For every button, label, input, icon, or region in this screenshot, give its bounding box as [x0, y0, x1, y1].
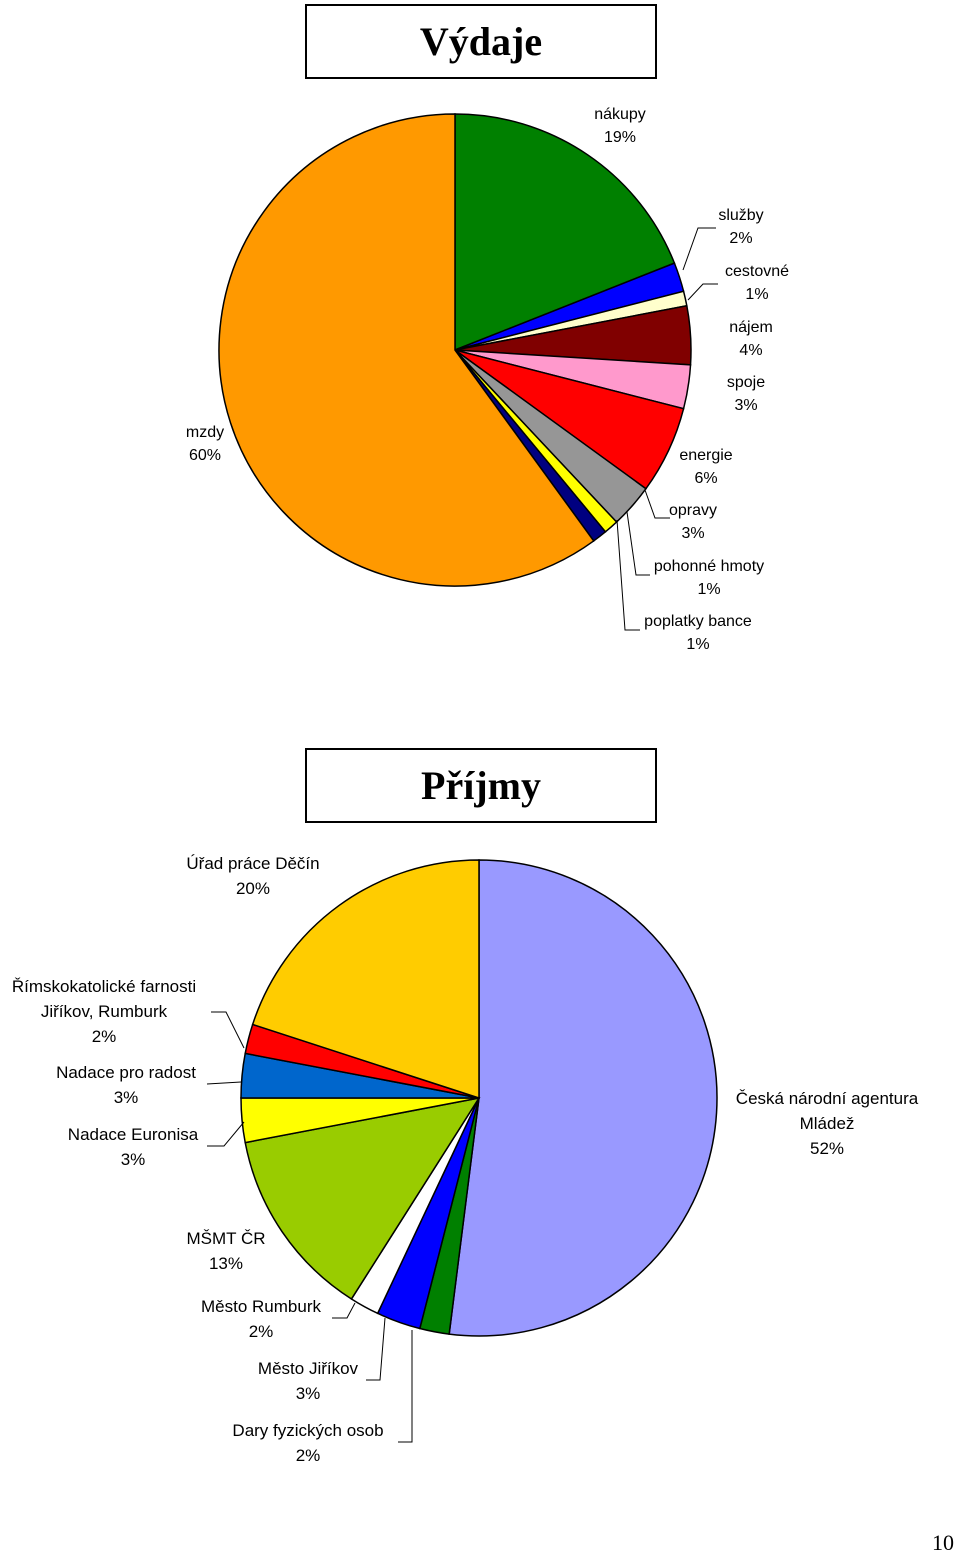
leader-line [206, 1081, 242, 1085]
category-label: Římskokatolické farnosti Jiříkov, Rumbur… [11, 977, 197, 1021]
slice-label: služby 2% [718, 204, 763, 250]
slice-label: poplatky bance 1% [644, 610, 752, 656]
slice-label: cestovné 1% [725, 260, 789, 306]
category-label: Dary fyzických osob [232, 1421, 384, 1440]
chart-title: Výdaje [305, 4, 657, 79]
value-label: 13% [208, 1254, 244, 1273]
leader-line [398, 1330, 413, 1443]
value-label: 3% [295, 1384, 321, 1403]
leader-line [616, 519, 640, 631]
value-label: 2% [295, 1446, 321, 1465]
pie-slice [218, 113, 595, 587]
category-label: spoje [726, 374, 766, 391]
page-number: 10 [932, 1530, 954, 1554]
leader-line [644, 489, 670, 519]
category-label: Nadace pro radost [56, 1063, 196, 1082]
slice-label: mzdy 60% [186, 421, 224, 467]
chart-title: Příjmy [305, 748, 657, 823]
pie-slice [251, 859, 480, 1100]
slice-label: Nadace pro radost 3% [56, 1060, 196, 1110]
slice-label: Město Jiříkov 3% [258, 1356, 358, 1406]
value-label: 1% [745, 286, 769, 303]
slice-label: pohonné hmoty 1% [654, 555, 764, 601]
value-label: 20% [235, 879, 271, 898]
category-label: mzdy [185, 424, 225, 441]
pie-slice [454, 113, 676, 352]
value-label: 52% [809, 1139, 845, 1158]
slice-label: Město Rumburk 2% [201, 1294, 321, 1344]
value-label: 2% [729, 230, 753, 247]
leader-line [211, 1011, 245, 1049]
value-label: 3% [120, 1150, 146, 1169]
slice-label: MŠMT ČR 13% [186, 1226, 265, 1276]
slice-label: nákupy 19% [594, 103, 646, 149]
category-label: MŠMT ČR [186, 1229, 266, 1248]
category-label: cestovné [724, 263, 790, 280]
value-label: 3% [113, 1088, 139, 1107]
value-label: 1% [697, 581, 721, 598]
category-label: poplatky bance [644, 613, 752, 630]
slice-label: Římskokatolické farnosti Jiříkov, Rumbur… [0, 974, 217, 1049]
category-label: nákupy [594, 106, 646, 123]
category-label: služby [718, 207, 764, 224]
category-label: Město Rumburk [201, 1297, 321, 1316]
category-label: Česká národní agentura Mládež [735, 1089, 919, 1133]
slice-label: Dary fyzických osob 2% [232, 1418, 383, 1468]
slice-label: opravy 3% [669, 499, 717, 545]
value-label: 60% [188, 447, 222, 464]
value-label: 1% [686, 636, 710, 653]
value-label: 3% [734, 397, 758, 414]
value-label: 3% [681, 525, 705, 542]
category-label: nájem [729, 319, 773, 336]
slice-label: Česká národní agentura Mládež 52% [722, 1086, 932, 1161]
slice-label: nájem 4% [729, 316, 773, 362]
leader-line [682, 227, 716, 271]
leader-line [687, 283, 718, 301]
leader-line [207, 1121, 245, 1147]
value-label: 6% [694, 470, 718, 487]
category-label: Město Jiříkov [257, 1359, 359, 1378]
category-label: pohonné hmoty [653, 558, 765, 575]
value-label: 2% [91, 1027, 117, 1046]
category-label: Nadace Euronisa [67, 1125, 199, 1144]
slice-label: spoje 3% [727, 371, 765, 417]
slice-label: Nadace Euronisa 3% [68, 1122, 198, 1172]
category-label: opravy [668, 502, 718, 519]
leader-line [626, 511, 650, 576]
pie-slice [244, 1096, 481, 1300]
value-label: 19% [603, 129, 637, 146]
value-label: 4% [739, 342, 763, 359]
leader-line [366, 1317, 386, 1381]
value-label: 2% [248, 1322, 274, 1341]
slice-label: Úřad práce Děčín 20% [186, 851, 319, 901]
category-label: energie [679, 447, 733, 464]
leader-line [332, 1302, 356, 1319]
category-label: Úřad práce Děčín [186, 854, 320, 873]
pie-slice [448, 859, 718, 1337]
slice-label: energie 6% [679, 444, 732, 490]
